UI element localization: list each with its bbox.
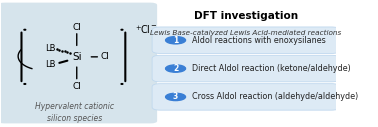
Text: Aldol reactions with enoxysilanes: Aldol reactions with enoxysilanes — [192, 36, 326, 45]
Circle shape — [166, 65, 186, 72]
FancyBboxPatch shape — [152, 27, 340, 53]
Circle shape — [166, 37, 186, 44]
Text: Lewis Base-catalyzed Lewis Acid-mediated reactions: Lewis Base-catalyzed Lewis Acid-mediated… — [150, 30, 341, 36]
Text: 2: 2 — [173, 64, 178, 73]
Text: LB: LB — [45, 60, 55, 69]
Text: Si: Si — [72, 52, 82, 62]
Text: Cl: Cl — [101, 52, 110, 61]
FancyBboxPatch shape — [152, 55, 340, 82]
Text: $^+$: $^+$ — [134, 25, 142, 35]
Text: LB: LB — [45, 44, 55, 53]
Text: Hypervalent cationic
silicon species: Hypervalent cationic silicon species — [35, 102, 114, 123]
Text: 1: 1 — [173, 36, 178, 45]
Text: Cross Aldol reaction (aldehyde/aldehyde): Cross Aldol reaction (aldehyde/aldehyde) — [192, 92, 359, 101]
Text: Cl: Cl — [72, 82, 81, 91]
Text: Direct Aldol reaction (ketone/aldehyde): Direct Aldol reaction (ketone/aldehyde) — [192, 64, 351, 73]
FancyBboxPatch shape — [152, 84, 340, 110]
FancyBboxPatch shape — [0, 3, 157, 123]
Text: DFT investigation: DFT investigation — [194, 11, 298, 21]
Text: Cl$^-$: Cl$^-$ — [140, 22, 158, 35]
Text: Cl: Cl — [72, 23, 81, 32]
Text: 3: 3 — [173, 92, 178, 101]
Circle shape — [166, 93, 186, 101]
